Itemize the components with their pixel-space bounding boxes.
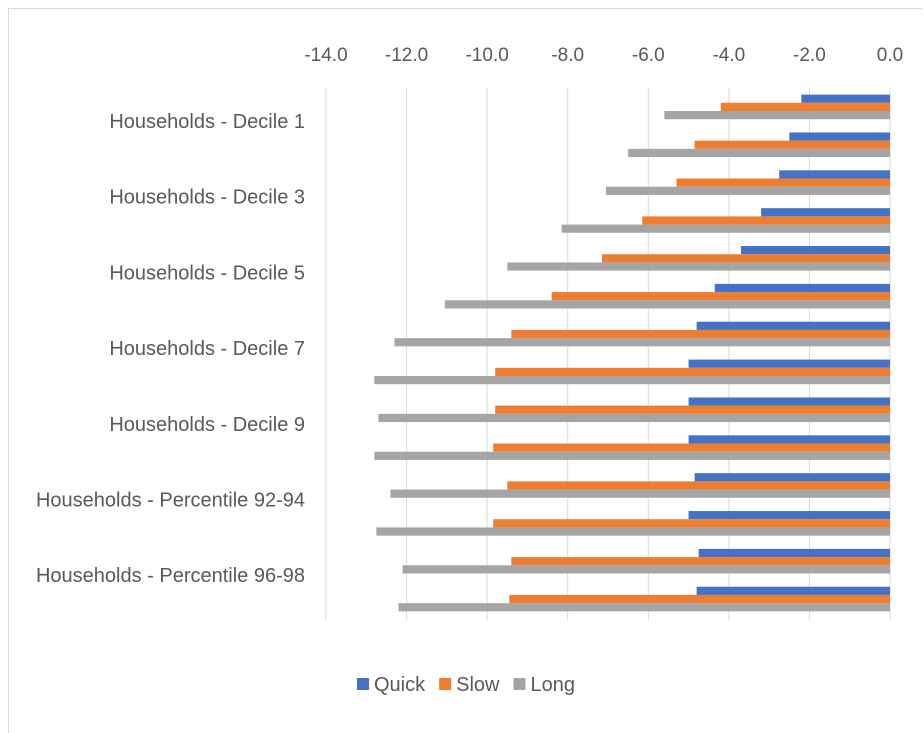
x-tick-label: 0.0 [877, 45, 903, 66]
x-tick-label: -8.0 [551, 45, 584, 66]
bar-long [376, 527, 890, 536]
x-tick-label: -6.0 [632, 45, 665, 66]
category-label: Households - Decile 3 [109, 187, 305, 209]
bar-quick [688, 397, 890, 406]
category-label: Households - Percentile 92-94 [36, 490, 305, 512]
bar-quick [698, 548, 890, 558]
bar-slow [493, 443, 890, 452]
legend-swatch-long [513, 678, 526, 690]
bar-quick [688, 511, 890, 520]
legend: Quick Slow Long [357, 674, 575, 696]
legend-swatch-slow [439, 678, 452, 690]
bar-long [394, 338, 890, 347]
bar-slow [495, 367, 890, 376]
bar-quick [801, 94, 890, 103]
bar-slow [493, 519, 890, 528]
chart-frame [8, 8, 922, 733]
bar-long [398, 603, 890, 612]
legend-label-long: Long [530, 674, 575, 696]
bar-slow [642, 216, 890, 225]
bar-slow [720, 102, 890, 111]
bar-long [374, 451, 890, 460]
bar-quick [696, 321, 890, 330]
bar-long [507, 262, 890, 271]
bar-long [444, 300, 890, 309]
bar-slow [495, 405, 890, 414]
bar-quick [761, 208, 890, 217]
bar-long [374, 376, 890, 385]
bar-long [561, 224, 890, 233]
bar-quick [779, 170, 890, 179]
bar-quick [789, 132, 890, 141]
bar-quick [714, 283, 890, 293]
x-tick-label: -2.0 [793, 45, 826, 66]
x-axis-ticks: -14.0 -12.0 -10.0 -8.0 -6.0 -4.0 -2.0 0.0 [304, 45, 903, 66]
category-label: Households - Decile 7 [109, 338, 305, 360]
bar-slow [511, 557, 890, 566]
bar-quick [694, 473, 890, 482]
category-label: Households - Decile 1 [109, 111, 305, 133]
bar-slow [694, 140, 890, 149]
bar-long [664, 111, 890, 120]
bar-long [628, 148, 890, 158]
bar-slow [676, 178, 890, 187]
bar-quick [688, 359, 890, 368]
legend-swatch-quick [357, 678, 369, 690]
x-tick-label: -10.0 [465, 45, 508, 66]
legend-label-slow: Slow [456, 674, 500, 696]
bars [374, 94, 890, 612]
bar-slow [507, 481, 890, 490]
category-label: Households - Decile 5 [109, 262, 305, 284]
bar-slow [551, 292, 890, 301]
x-tick-label: -12.0 [385, 45, 428, 66]
bar-quick [688, 435, 890, 444]
gridlines [325, 88, 891, 620]
x-tick-label: -14.0 [304, 45, 347, 66]
bar-slow [601, 254, 890, 263]
bar-long [378, 413, 890, 423]
bar-long [402, 565, 890, 574]
bar-long [605, 186, 890, 195]
bar-long [390, 489, 890, 498]
category-label: Households - Percentile 96-98 [36, 565, 305, 587]
x-tick-label: -4.0 [712, 45, 745, 66]
category-labels: Households - Decile 1 Households - Decile… [36, 111, 305, 587]
bar-slow [511, 329, 890, 339]
legend-label-quick: Quick [374, 674, 426, 696]
bar-quick [740, 246, 890, 255]
bar-slow [509, 594, 890, 604]
category-label: Households - Decile 9 [109, 414, 305, 436]
bar-quick [696, 586, 890, 595]
